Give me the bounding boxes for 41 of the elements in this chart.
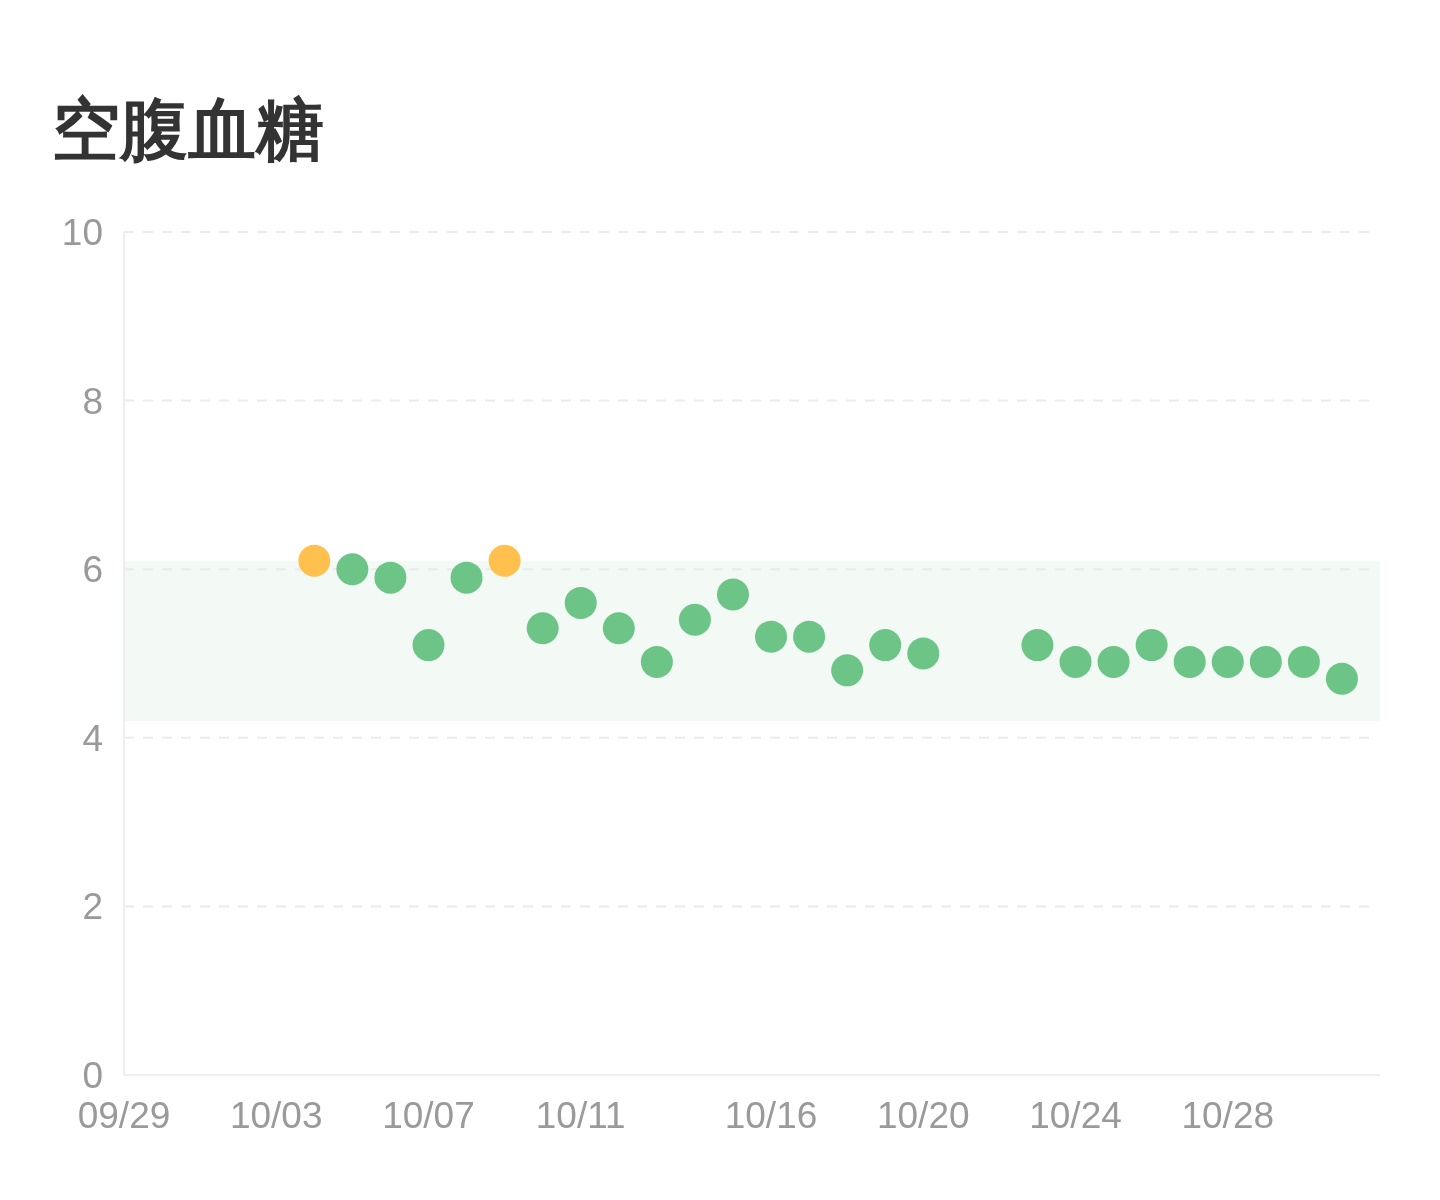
- point: [793, 620, 826, 653]
- point: [564, 586, 597, 619]
- y-tick-label: 2: [82, 886, 103, 928]
- point: [869, 629, 902, 662]
- y-tick-label: 4: [82, 717, 103, 759]
- point: [1173, 645, 1206, 678]
- x-tick-label: 09/29: [77, 1095, 171, 1136]
- x-tick-label: 10/24: [1029, 1095, 1122, 1136]
- point: [1097, 645, 1130, 678]
- point: [831, 654, 864, 687]
- y-tick-label: 0: [82, 1055, 103, 1096]
- point: [1211, 645, 1244, 678]
- point: [526, 612, 559, 645]
- point: [336, 553, 369, 586]
- point: [298, 544, 331, 577]
- point: [412, 629, 445, 662]
- point: [1287, 645, 1320, 678]
- x-tick-label: 10/07: [382, 1095, 475, 1136]
- y-tick-label: 6: [82, 549, 103, 591]
- point: [640, 645, 673, 678]
- point: [755, 620, 788, 653]
- x-tick-label: 10/20: [876, 1095, 970, 1136]
- x-tick-label: 10/16: [724, 1095, 818, 1136]
- point: [1135, 629, 1168, 662]
- point: [716, 578, 749, 611]
- x-tick-label: 10/11: [535, 1095, 626, 1136]
- point: [1325, 662, 1358, 695]
- point: [450, 561, 483, 594]
- point: [1021, 629, 1054, 662]
- point: [1249, 645, 1282, 678]
- point: [602, 612, 635, 645]
- point: [678, 603, 711, 636]
- point: [374, 561, 407, 594]
- x-tick-label: 10/03: [229, 1095, 323, 1136]
- point: [907, 637, 940, 670]
- point: [488, 544, 521, 577]
- point: [1059, 645, 1092, 678]
- y-tick-label: 10: [61, 212, 103, 253]
- chart-title: 空腹血糖: [52, 91, 324, 167]
- y-tick-label: 8: [82, 380, 103, 422]
- x-tick-label: 10/28: [1181, 1095, 1275, 1136]
